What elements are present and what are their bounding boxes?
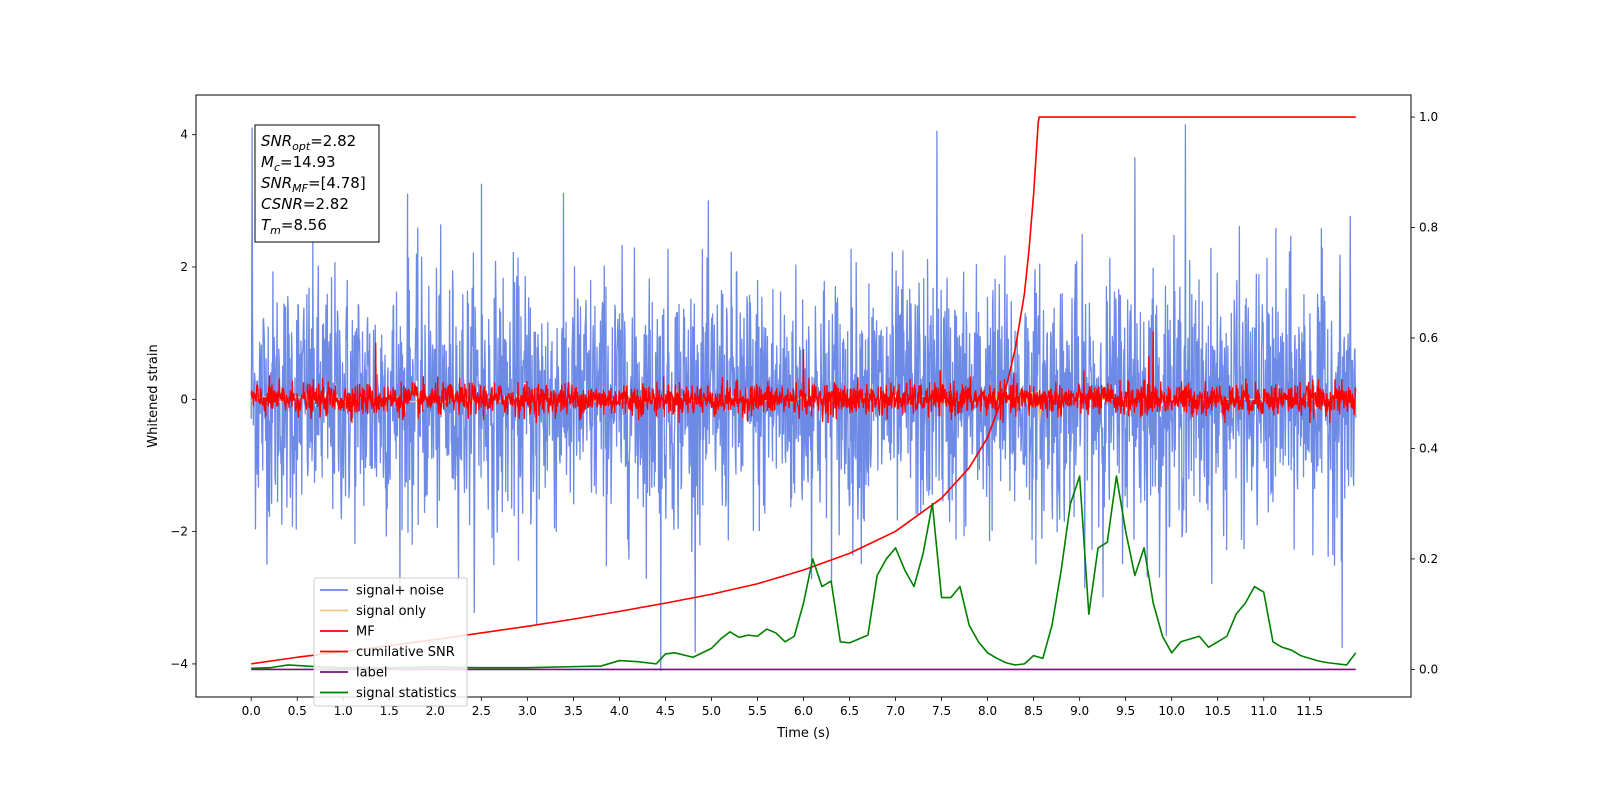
annotation-frame <box>254 124 380 243</box>
annotation-line: SNRopt=2.82 <box>261 132 356 153</box>
x-tick-label: 8.5 <box>1024 704 1043 718</box>
annotation-symbol: CSNR <box>261 195 303 213</box>
annotation-box: SNRopt=2.82Mc=14.93SNRMF=[4.78]CSNR=2.82… <box>254 124 380 243</box>
annotation-subscript: opt <box>292 140 311 153</box>
legend-frame <box>313 577 468 707</box>
series-line-2 <box>250 331 1357 424</box>
x-tick-label: 5.0 <box>702 704 721 718</box>
x-tick-label: 1.5 <box>380 704 399 718</box>
x-tick-label: 0.5 <box>288 704 307 718</box>
y-tick-label: 0 <box>180 392 188 406</box>
annotation-value: =2.82 <box>310 132 356 150</box>
annotation-value: =[4.78] <box>308 174 366 192</box>
x-tick-label: 11.0 <box>1250 704 1277 718</box>
annotation-symbol: T <box>261 216 272 234</box>
y-axis-right: 1.0 0.8 0.6 0.4 0.2 0.0 <box>1411 110 1438 676</box>
x-tick-label: 1.0 <box>334 704 353 718</box>
y-tick-label: 4 <box>180 128 188 142</box>
y2-tick-label: 0.2 <box>1419 552 1438 566</box>
annotation-subscript: m <box>270 224 281 237</box>
x-tick-label: 8.0 <box>978 704 997 718</box>
annotation-value: =14.93 <box>280 153 336 171</box>
annotation-line: SNRMF=[4.78] <box>261 174 366 195</box>
x-tick-label: 4.0 <box>610 704 629 718</box>
y-tick-label: −4 <box>170 657 188 671</box>
y-axis-label: Whitened strain <box>146 344 161 447</box>
x-axis: 0.0 0.5 1.0 1.5 2.0 2.5 3.0 3.5 4.0 4.5 5.0 5.5 6.0 6… <box>242 697 1323 718</box>
y2-tick-label: 0.4 <box>1419 441 1438 455</box>
legend: signal+ noise signal only MF cumilative SNR… <box>313 577 468 707</box>
legend-label: signal+ noise <box>356 584 444 599</box>
series-line-0 <box>250 124 1357 672</box>
x-tick-label: 2.5 <box>472 704 491 718</box>
x-tick-label: 6.0 <box>794 704 813 718</box>
x-tick-label: 6.5 <box>840 704 859 718</box>
x-tick-label: 10.0 <box>1158 704 1185 718</box>
legend-label: cumilative SNR <box>356 645 455 660</box>
y-axis-left: 4 2 0 −2 −4 <box>170 128 196 671</box>
annotation-subscript: MF <box>292 182 308 195</box>
annotation-value: =8.56 <box>281 216 327 234</box>
annotation-line: Mc=14.93 <box>261 153 336 174</box>
legend-label: MF <box>356 625 375 640</box>
annotation-symbol: M <box>261 153 274 171</box>
annotation-subscript: c <box>274 161 280 174</box>
legend-label: signal only <box>356 604 426 619</box>
y2-tick-label: 0.6 <box>1419 331 1438 345</box>
y-tick-label: −2 <box>170 525 188 539</box>
y2-tick-label: 1.0 <box>1419 110 1438 124</box>
legend-label: signal statistics <box>356 686 457 701</box>
annotation-value: =2.82 <box>303 195 349 213</box>
x-tick-label: 9.0 <box>1070 704 1089 718</box>
series-line-5 <box>251 475 1357 670</box>
x-axis-label: Time (s) <box>776 726 830 741</box>
x-tick-label: 3.0 <box>518 704 537 718</box>
annotation-symbol: SNR <box>261 132 292 150</box>
legend-label: label <box>356 666 387 681</box>
x-tick-label: 9.5 <box>1116 704 1135 718</box>
annotation-symbol: SNR <box>261 174 292 192</box>
x-tick-label: 11.5 <box>1296 704 1323 718</box>
x-tick-label: 7.5 <box>932 704 951 718</box>
x-tick-label: 10.5 <box>1204 704 1231 718</box>
x-tick-label: 7.0 <box>886 704 905 718</box>
x-tick-label: 3.5 <box>564 704 583 718</box>
y-tick-label: 2 <box>180 260 188 274</box>
annotation-line: Tm=8.56 <box>261 216 327 237</box>
x-tick-label: 4.5 <box>656 704 675 718</box>
x-tick-label: 5.5 <box>748 704 767 718</box>
y2-tick-label: 0.8 <box>1419 221 1438 235</box>
x-tick-label: 0.0 <box>242 704 261 718</box>
x-tick-label: 2.0 <box>426 704 445 718</box>
y2-tick-label: 0.0 <box>1419 662 1438 676</box>
annotation-line: CSNR=2.82 <box>261 195 349 213</box>
